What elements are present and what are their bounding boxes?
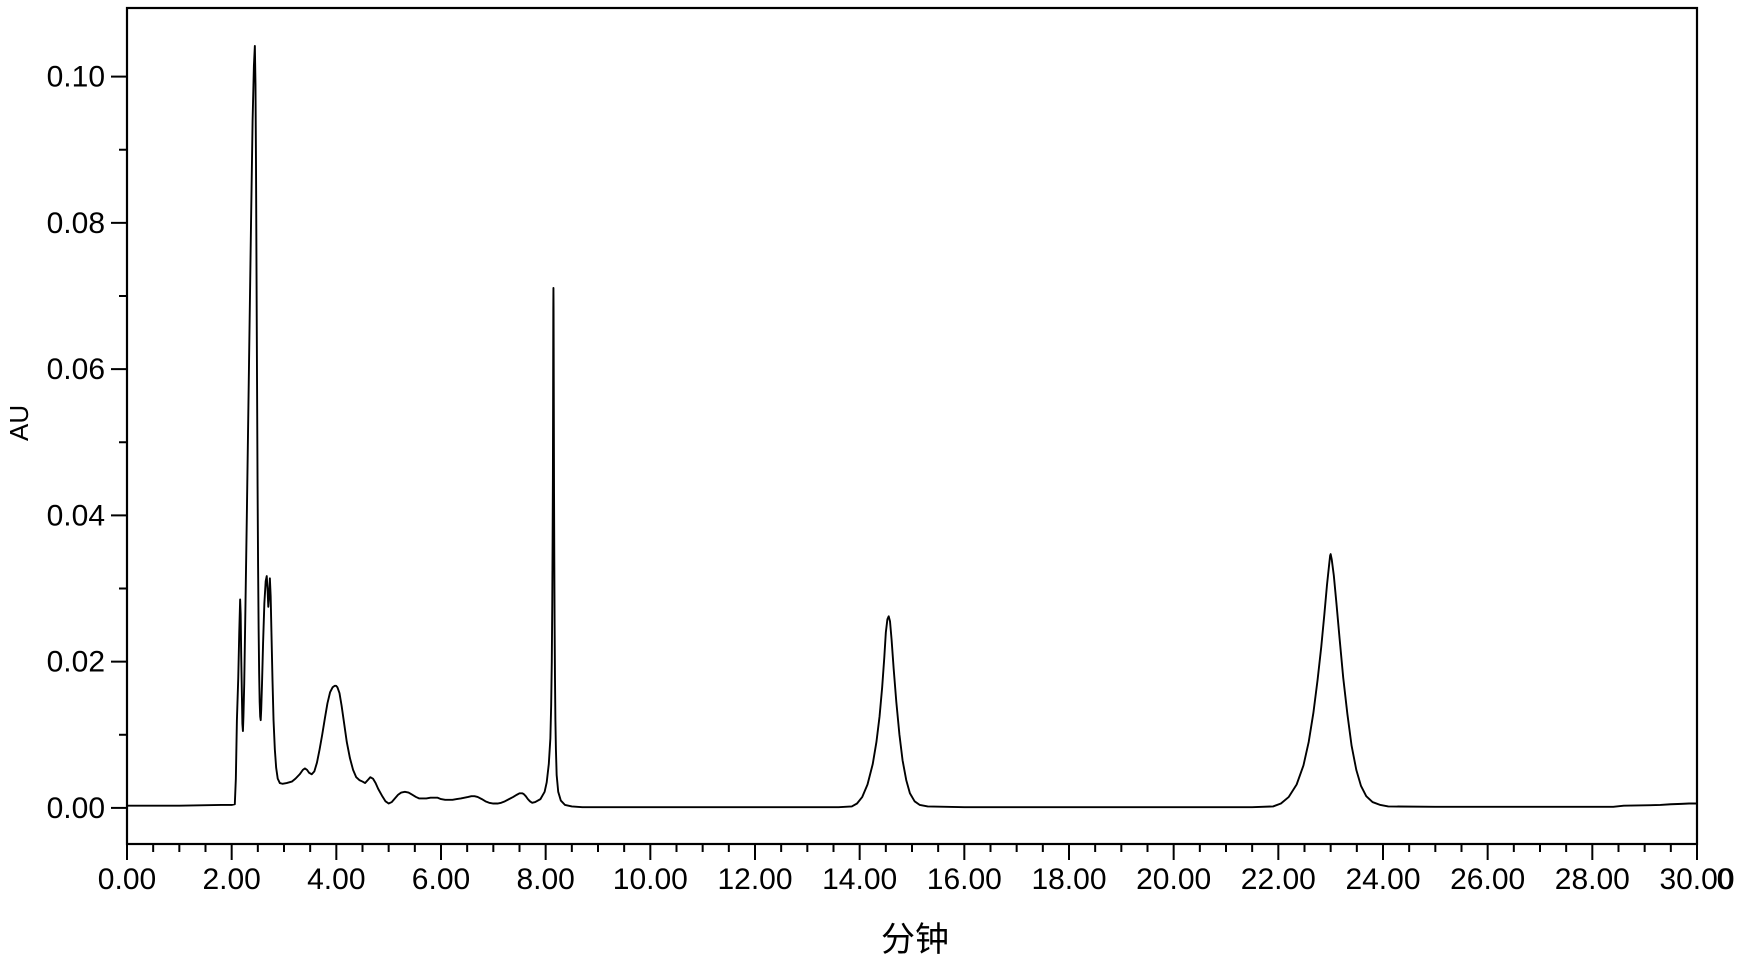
svg-text:0.10: 0.10 — [47, 61, 105, 94]
svg-text:20.00: 20.00 — [1136, 863, 1211, 896]
svg-text:0.06: 0.06 — [47, 353, 105, 386]
svg-text:8.00: 8.00 — [516, 863, 574, 896]
svg-text:16.00: 16.00 — [927, 863, 1002, 896]
svg-text:6.00: 6.00 — [412, 863, 470, 896]
svg-text:0.02: 0.02 — [47, 646, 105, 679]
svg-text:22.00: 22.00 — [1241, 863, 1316, 896]
svg-text:12.00: 12.00 — [717, 863, 792, 896]
svg-text:0.08: 0.08 — [47, 207, 105, 240]
svg-text:26.00: 26.00 — [1450, 863, 1525, 896]
svg-text:0.00: 0.00 — [98, 863, 156, 896]
svg-text:28.00: 28.00 — [1555, 863, 1630, 896]
svg-text:0.04: 0.04 — [47, 499, 105, 532]
svg-text:10.00: 10.00 — [613, 863, 688, 896]
svg-text:4.00: 4.00 — [307, 863, 365, 896]
svg-text:0: 0 — [1717, 863, 1734, 896]
svg-text:18.00: 18.00 — [1031, 863, 1106, 896]
svg-text:24.00: 24.00 — [1345, 863, 1420, 896]
svg-text:2.00: 2.00 — [202, 863, 260, 896]
svg-text:0.00: 0.00 — [47, 792, 105, 825]
svg-text:14.00: 14.00 — [822, 863, 897, 896]
